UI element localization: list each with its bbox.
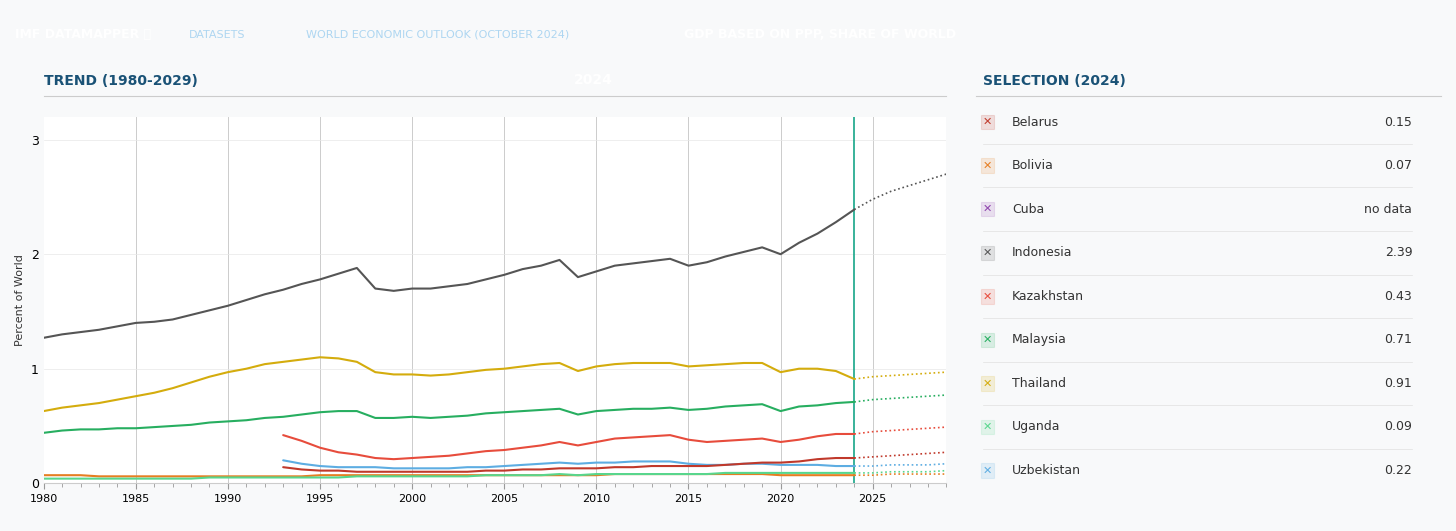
Y-axis label: Percent of World: Percent of World	[15, 254, 25, 346]
Text: 0.91: 0.91	[1385, 377, 1412, 390]
Text: 0.15: 0.15	[1385, 116, 1412, 129]
Text: Cuba: Cuba	[1012, 203, 1044, 216]
Text: ✕: ✕	[983, 466, 992, 475]
Text: Belarus: Belarus	[1012, 116, 1059, 129]
Text: ✕: ✕	[983, 335, 992, 345]
Text: ✕: ✕	[983, 117, 992, 127]
Text: ✕: ✕	[983, 422, 992, 432]
Text: IMF DATAMAPPER ⓘ: IMF DATAMAPPER ⓘ	[15, 28, 150, 41]
Text: SELECTION (2024): SELECTION (2024)	[983, 74, 1125, 88]
Text: 0.09: 0.09	[1385, 421, 1412, 433]
Text: Uzbekistan: Uzbekistan	[1012, 464, 1080, 477]
Text: 0.43: 0.43	[1385, 290, 1412, 303]
Text: ✕: ✕	[983, 379, 992, 388]
Text: ✕: ✕	[983, 248, 992, 258]
Text: WORLD ECONOMIC OUTLOOK (OCTOBER 2024): WORLD ECONOMIC OUTLOOK (OCTOBER 2024)	[306, 30, 569, 39]
Text: Thailand: Thailand	[1012, 377, 1066, 390]
Text: ✕: ✕	[983, 292, 992, 301]
Text: 0.22: 0.22	[1385, 464, 1412, 477]
Text: 2.39: 2.39	[1385, 246, 1412, 259]
Text: Malaysia: Malaysia	[1012, 333, 1067, 346]
Text: no data: no data	[1364, 203, 1412, 216]
Text: Indonesia: Indonesia	[1012, 246, 1073, 259]
Text: TREND (1980-2029): TREND (1980-2029)	[44, 74, 198, 88]
Text: ✕: ✕	[983, 161, 992, 170]
Text: Kazakhstan: Kazakhstan	[1012, 290, 1083, 303]
Text: 0.71: 0.71	[1385, 333, 1412, 346]
Text: ✕: ✕	[983, 204, 992, 214]
Text: Uganda: Uganda	[1012, 421, 1060, 433]
Text: GDP BASED ON PPP, SHARE OF WORLD: GDP BASED ON PPP, SHARE OF WORLD	[684, 28, 957, 41]
Text: Bolivia: Bolivia	[1012, 159, 1054, 172]
Text: 0.07: 0.07	[1385, 159, 1412, 172]
Text: DATASETS: DATASETS	[189, 30, 246, 39]
Text: 2024: 2024	[574, 73, 613, 87]
